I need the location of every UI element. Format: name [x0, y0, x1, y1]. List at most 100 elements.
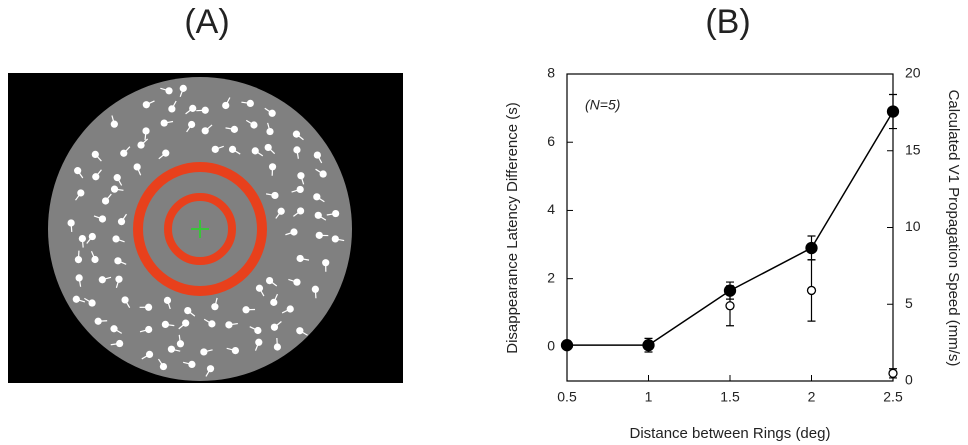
y-axis-label: Disappearance Latency Difference (s) [504, 102, 521, 354]
dot [167, 345, 176, 353]
y2-tick-label: 10 [905, 218, 921, 234]
dot [145, 325, 153, 334]
dot [114, 257, 122, 265]
dot [296, 185, 304, 194]
dot [142, 101, 150, 109]
y2-tick-label: 15 [905, 141, 921, 157]
dot [208, 320, 216, 328]
annotation: (N=5) [585, 97, 620, 113]
dot [228, 145, 237, 153]
dot [254, 326, 262, 335]
dot [92, 173, 100, 181]
y2-tick-label: 0 [905, 372, 913, 388]
dot [296, 327, 304, 335]
data-point [725, 301, 735, 311]
panel-label: (B) [705, 3, 750, 41]
dot [201, 127, 209, 135]
dot [211, 145, 219, 153]
panel-label: (A) [184, 3, 229, 41]
dot [74, 256, 83, 264]
dot-field [67, 84, 345, 377]
dot [225, 321, 233, 329]
dot [144, 303, 153, 311]
dot [297, 172, 305, 180]
dot [230, 125, 239, 133]
dot [268, 109, 276, 117]
data-point [805, 241, 818, 255]
dot [77, 189, 85, 197]
dot [293, 278, 301, 286]
dot [242, 306, 250, 314]
dot [160, 119, 168, 127]
dot [110, 325, 118, 333]
dot [78, 234, 86, 243]
data-point [560, 339, 574, 352]
dot [88, 299, 96, 307]
dot [296, 254, 304, 263]
dot [162, 149, 170, 157]
dot [94, 317, 102, 325]
dot [168, 105, 176, 113]
dot [161, 320, 169, 329]
dot [72, 295, 80, 303]
x-tick-label: 1.5 [720, 389, 740, 405]
dot [112, 235, 120, 243]
dot [250, 121, 258, 129]
dot [313, 193, 321, 201]
stimulus-image [8, 73, 403, 383]
dot [211, 303, 219, 311]
dot [120, 149, 128, 157]
dot [206, 365, 215, 373]
dot [159, 362, 168, 371]
dot [332, 209, 340, 218]
dot [273, 343, 282, 351]
dot [113, 174, 121, 182]
dot [255, 338, 263, 346]
dot [101, 197, 110, 205]
y2-tick-label: 5 [905, 295, 913, 311]
dot [322, 259, 330, 267]
dot [296, 207, 305, 215]
inner-ring [164, 193, 236, 265]
dot [115, 275, 123, 283]
dot [110, 120, 118, 128]
y-tick-label: 2 [547, 269, 555, 285]
dot [98, 276, 106, 284]
dot [314, 211, 322, 219]
dot [137, 141, 145, 149]
dot [319, 170, 327, 178]
dot [231, 346, 240, 355]
dot [251, 147, 259, 155]
plot-frame [566, 73, 894, 382]
dot [116, 339, 124, 348]
dot [133, 163, 141, 171]
dot [200, 348, 208, 356]
dot [331, 235, 339, 243]
dot [117, 218, 126, 226]
x-axis-label: Distance between Rings (deg) [630, 425, 831, 442]
dot [270, 298, 278, 306]
data-point [642, 339, 655, 352]
dot [165, 87, 173, 95]
dot [188, 120, 196, 129]
y2-tick-label: 20 [905, 65, 921, 81]
dot [74, 167, 82, 175]
dot [315, 231, 323, 239]
dot [184, 307, 192, 315]
dot [265, 276, 274, 285]
data-point [806, 285, 817, 296]
dot [189, 104, 197, 112]
dot [201, 106, 209, 114]
x-tick-label: 1 [645, 389, 653, 405]
dot [255, 284, 264, 292]
dot [88, 232, 96, 241]
data-point [888, 368, 898, 378]
y-tick-label: 6 [547, 133, 555, 149]
dot [311, 285, 319, 293]
dot [222, 101, 230, 110]
x-tick-label: 2 [808, 389, 816, 405]
y-tick-label: 4 [547, 201, 555, 217]
y-tick-label: 0 [547, 338, 555, 354]
y-tick-label: 8 [547, 65, 555, 81]
y2-axis-label: Calculated V1 Propagation Speed (mm/s) [945, 90, 962, 367]
